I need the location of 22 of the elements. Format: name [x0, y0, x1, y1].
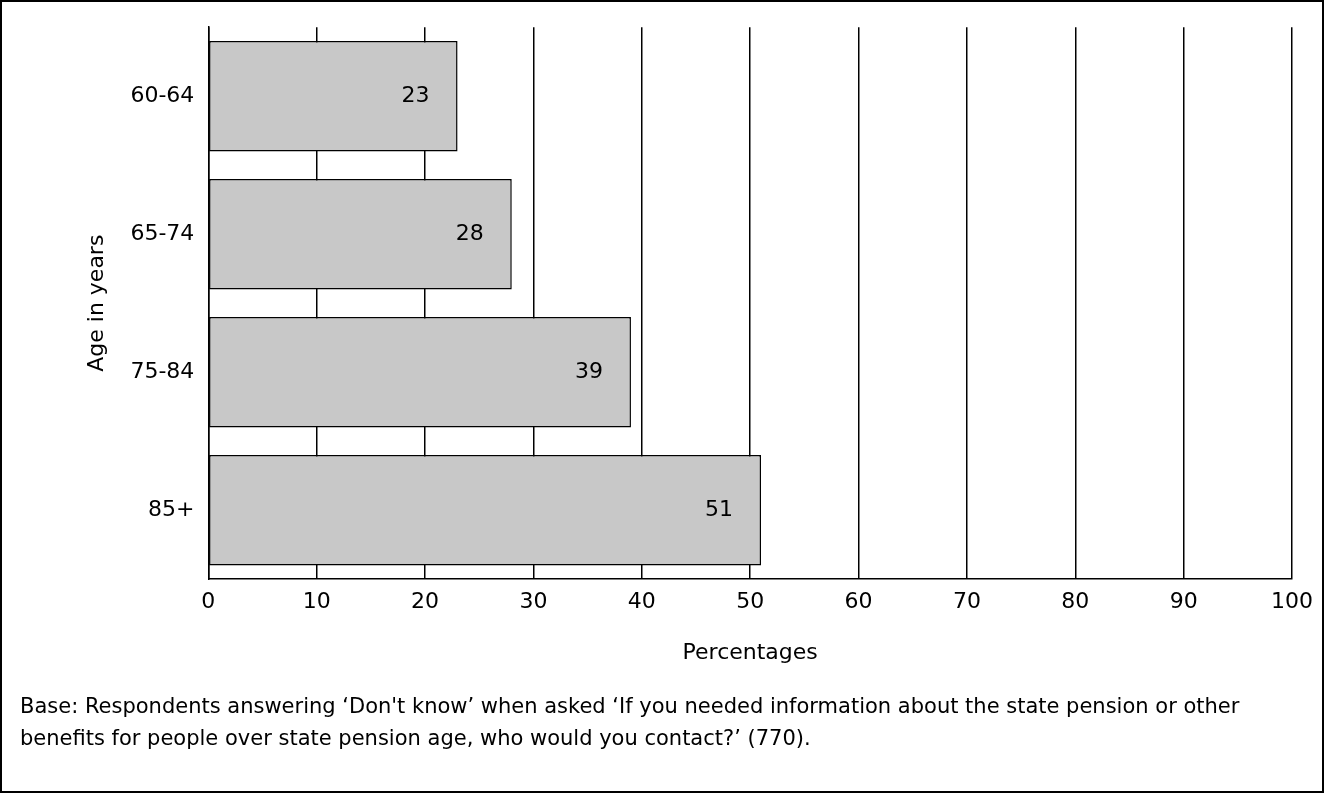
x-tick-label: 100	[1271, 588, 1313, 614]
text: Base: Respondents answering ‘Don't know’ when asked ‘If you needed information about the state pension or other benefits for people over state pension age, who would you contact?’ (770).	[20, 693, 1241, 752]
x-tick-label: 0	[201, 588, 216, 614]
data-label: 51	[705, 495, 733, 521]
x-tick-label: 90	[1169, 588, 1198, 614]
x-tick-label: 70	[952, 588, 981, 614]
x-axis-title: Percentages	[682, 638, 818, 664]
x-tick-label: 10	[302, 588, 331, 614]
x-tick-label: 40	[627, 588, 656, 614]
data-label: 28	[455, 219, 484, 245]
data-label: 23	[401, 81, 430, 107]
x-tick-label: 50	[736, 588, 765, 614]
x-tick-label: 80	[1061, 588, 1090, 614]
y-tick-label: 60-64	[130, 81, 195, 107]
y-tick-label: 75-84	[130, 357, 195, 383]
y-axis-title: Age in years	[82, 234, 108, 372]
data-label: 39	[574, 357, 603, 383]
x-tick-label: 20	[411, 588, 440, 614]
y-tick-label: 65-74	[130, 219, 195, 245]
y-tick-label: 85+	[147, 495, 195, 521]
x-tick-label: 30	[519, 588, 548, 614]
x-tick-label: 60	[844, 588, 873, 614]
